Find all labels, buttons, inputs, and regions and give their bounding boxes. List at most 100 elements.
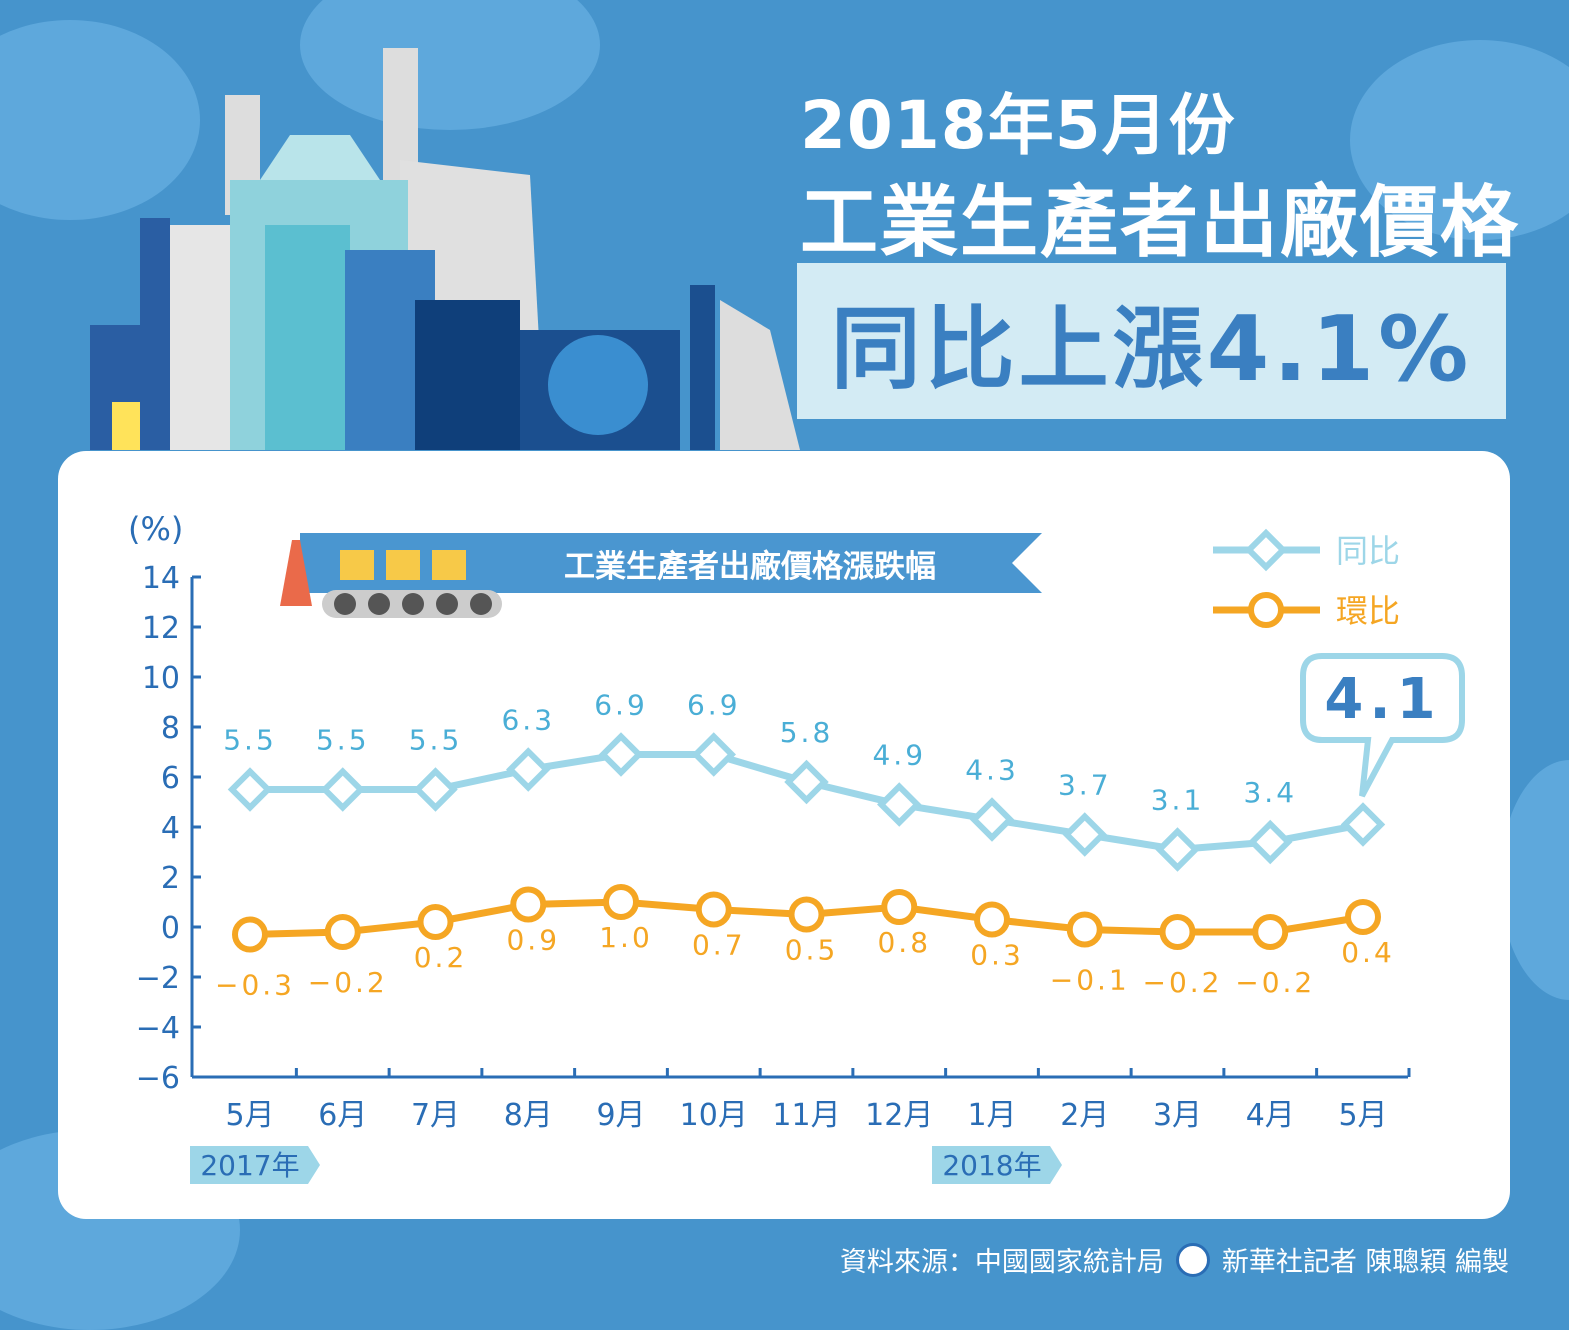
mom-point <box>417 904 454 940</box>
yoy-point <box>598 732 644 777</box>
callout-value: 4.1 <box>1324 667 1441 732</box>
mom-point <box>324 914 361 950</box>
yoy-data-label: 6.9 <box>594 689 648 722</box>
yoy-data-label: 4.9 <box>872 739 926 772</box>
xinhua-logo-icon <box>1175 1242 1210 1277</box>
x-tick-label: 11月 <box>772 1098 840 1133</box>
legend-circle-icon <box>1248 592 1284 628</box>
conveyor-wheel-icon <box>368 593 390 615</box>
cloud <box>300 0 600 130</box>
yoy-point <box>691 732 736 777</box>
footer: 資料來源：中國國家統計局 新華社記者 陳聰穎 編製 <box>840 1240 1509 1279</box>
mom-data-label: 0.9 <box>506 924 560 957</box>
mom-point <box>881 889 918 925</box>
year-tag <box>932 1146 1062 1184</box>
yoy-point <box>877 782 922 827</box>
y-tick-label: −4 <box>136 1011 180 1046</box>
y-tick-label: 4 <box>161 811 180 846</box>
line-chart: 工業生產者出廠價格漲跌幅 (%) 14 12 10 8 6 4 2 0 −2 −4 −6 5月 6月 7月 8月… <box>128 510 1465 1184</box>
yoy-point <box>1248 819 1293 865</box>
mom-data-label: 0.2 <box>414 941 468 974</box>
conveyor-wheel-icon <box>470 593 492 615</box>
chart-title: 工業生產者出廠價格漲跌幅 <box>564 549 936 585</box>
chart-title-banner <box>300 533 1042 593</box>
mom-point <box>695 891 732 928</box>
mom-data-label: −0.2 <box>1235 966 1315 999</box>
yoy-data-label: 5.8 <box>780 716 834 749</box>
yoy-point <box>1155 827 1200 872</box>
conveyor-wheel-icon <box>402 593 424 615</box>
mom-data-label: 0.5 <box>785 934 839 967</box>
x-tick-label: 1月 <box>967 1098 1016 1133</box>
x-tick-label: 5月 <box>225 1098 274 1133</box>
mom-point <box>1252 914 1289 950</box>
mom-data-label: 1.0 <box>599 921 653 954</box>
x-tick-label: 7月 <box>411 1098 460 1133</box>
mom-point <box>1159 914 1196 950</box>
yoy-point <box>227 767 273 812</box>
crane-arm-icon <box>280 540 312 606</box>
y-tick-label: 12 <box>142 611 180 646</box>
x-tick-label: 10月 <box>680 1098 748 1133</box>
y-tick-label: 6 <box>161 761 180 796</box>
x-tick-label: 5月 <box>1338 1098 1387 1133</box>
year-label: 2017年 <box>200 1149 299 1182</box>
x-tick-label: 2月 <box>1060 1098 1109 1133</box>
yoy-point <box>784 759 829 805</box>
y-tick-label: −2 <box>136 961 180 996</box>
callout-bubble <box>1300 653 1465 798</box>
title-line2: 工業生產者出廠價格 <box>800 178 1521 268</box>
mom-point <box>1345 899 1381 935</box>
box-icon <box>340 550 374 580</box>
credit-text: 新華社記者 陳聰穎 編製 <box>1221 1247 1509 1278</box>
title-line1: 2018年5月份 <box>800 87 1236 164</box>
yoy-data-label: 4.3 <box>965 754 1019 787</box>
cloud <box>1350 40 1569 240</box>
mom-point <box>1066 911 1103 948</box>
legend-label: 同比 <box>1336 532 1400 570</box>
y-tick-label: 0 <box>161 911 180 946</box>
yoy-point <box>320 767 365 812</box>
yoy-point <box>506 747 551 792</box>
x-tick-label: 6月 <box>318 1098 367 1133</box>
y-axis-label: (%) <box>128 510 183 548</box>
mom-point <box>232 916 268 953</box>
yoy-data-label: 5.5 <box>223 724 277 757</box>
x-tick-label: 4月 <box>1246 1098 1295 1133</box>
yoy-point <box>413 767 458 812</box>
yoy-data-label: 3.7 <box>1058 769 1112 802</box>
yoy-data-label: 6.3 <box>501 704 555 737</box>
box-icon <box>432 550 466 580</box>
yoy-data-label: 3.4 <box>1243 776 1297 809</box>
x-tick-label: 9月 <box>596 1098 645 1133</box>
legend-label: 環比 <box>1336 592 1400 630</box>
headline-banner: 同比上漲4.1% <box>797 263 1506 419</box>
box-icon <box>386 550 420 580</box>
yoy-data-label: 3.1 <box>1151 784 1205 817</box>
mom-point <box>603 884 639 920</box>
year-tag <box>190 1146 320 1184</box>
x-tick-label: 3月 <box>1153 1098 1202 1133</box>
yoy-data-label: 6.9 <box>687 689 741 722</box>
year-label: 2018年 <box>942 1149 1041 1182</box>
y-tick-label: 8 <box>161 711 180 746</box>
mom-point <box>788 896 825 933</box>
yoy-data-label: 5.5 <box>316 724 370 757</box>
y-tick-label: −6 <box>136 1061 180 1096</box>
mom-data-label: −0.2 <box>308 966 388 999</box>
y-tick-label: 14 <box>142 561 180 596</box>
yoy-point <box>1340 802 1386 847</box>
y-tick-label: 10 <box>142 661 180 696</box>
yoy-point <box>969 797 1015 842</box>
mom-data-label: −0.3 <box>215 969 295 1002</box>
mom-data-label: 0.4 <box>1341 936 1395 969</box>
mom-data-label: 0.3 <box>970 939 1024 972</box>
mom-point <box>510 886 547 923</box>
yoy-data-label: 5.5 <box>409 724 463 757</box>
x-tick-label: 12月 <box>865 1098 933 1133</box>
y-tick-label: 2 <box>161 861 180 896</box>
mom-data-label: −0.1 <box>1050 964 1130 997</box>
mom-data-label: 0.7 <box>692 929 746 962</box>
yoy-point <box>1062 812 1107 857</box>
factory-illustration <box>90 48 800 450</box>
